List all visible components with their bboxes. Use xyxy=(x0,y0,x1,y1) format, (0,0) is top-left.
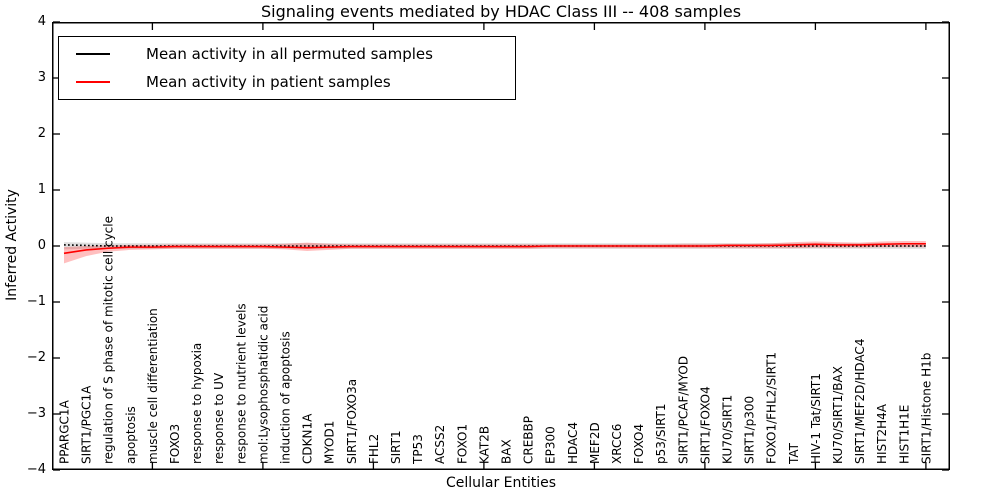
entity-label: FOXO1 xyxy=(455,424,469,464)
entity-label: muscle cell differentiation xyxy=(146,308,160,464)
entity-label: p53/SIRT1 xyxy=(654,403,668,464)
y-tick-label: 0 xyxy=(37,238,46,253)
entity-label: SIRT1/PCAF/MYOD xyxy=(676,356,690,464)
legend-item: Mean activity in all permuted samples xyxy=(59,41,515,67)
entity-label: FOXO1/FHL2/SIRT1 xyxy=(765,352,779,464)
legend-label: Mean activity in patient samples xyxy=(146,73,391,91)
entity-label: KU70/SIRT1 xyxy=(721,395,735,464)
entity-label: CREBBP xyxy=(522,416,536,464)
y-tick-label: −3 xyxy=(26,406,46,421)
entity-label: SIRT1/Histone H1b xyxy=(919,353,933,464)
entity-label: MEF2D xyxy=(588,422,602,464)
entity-label: SIRT1/PGC1A xyxy=(80,385,94,464)
y-tick-label: 2 xyxy=(37,126,46,141)
entity-label: FOXO3 xyxy=(168,424,182,464)
entity-label: HIV-1 Tat/SIRT1 xyxy=(809,373,823,464)
axes-frame xyxy=(52,22,950,470)
entity-label: PPARGC1A xyxy=(58,399,72,464)
entity-label: HDAC4 xyxy=(566,422,580,464)
y-tick-label: 3 xyxy=(37,70,46,85)
entity-label: FOXO4 xyxy=(632,424,646,464)
entity-label: SIRT1/FOXO3a xyxy=(345,379,359,464)
entity-label: HIST2H4A xyxy=(875,403,889,464)
entity-label: mol:Lysophosphatidic acid xyxy=(256,306,270,464)
entity-label: CDKN1A xyxy=(301,413,315,464)
entity-label: KU70/SIRT1/BAX xyxy=(831,366,845,464)
y-tick-label: 1 xyxy=(37,182,46,197)
entity-label: SIRT1 xyxy=(389,430,403,464)
entity-label: response to hypoxia xyxy=(190,343,204,464)
legend-item: Mean activity in patient samples xyxy=(59,69,515,95)
y-tick-label: −1 xyxy=(26,294,46,309)
plot-svg: PPARGC1A SIRT1/PGC1A regulation of S phase… xyxy=(52,21,950,471)
entity-label: apoptosis xyxy=(124,406,138,464)
entity-label: TAT xyxy=(787,442,801,465)
entity-label: response to UV xyxy=(212,372,226,464)
entity-label: SIRT1/FOXO4 xyxy=(698,386,712,464)
entity-label: KAT2B xyxy=(477,426,491,464)
entity-label: regulation of S phase of mitotic cell cy… xyxy=(102,216,116,464)
chart-title: Signaling events mediated by HDAC Class … xyxy=(260,2,742,21)
plot-area: PPARGC1A SIRT1/PGC1A regulation of S phase… xyxy=(52,21,950,471)
y-tick-label: −2 xyxy=(26,350,46,365)
entity-label: SIRT1/MEF2D/HDAC4 xyxy=(853,339,867,464)
entity-label: EP300 xyxy=(544,426,558,464)
entity-label: SIRT1/p300 xyxy=(743,396,757,464)
entity-label: FHL2 xyxy=(367,434,381,464)
entity-label: TP53 xyxy=(411,434,425,465)
y-tick-label: −4 xyxy=(26,462,46,477)
entity-label: response to nutrient levels xyxy=(234,303,248,464)
entity-label: BAX xyxy=(500,439,514,464)
entity-label: ACSS2 xyxy=(433,425,447,464)
entity-label: MYOD1 xyxy=(323,421,337,464)
legend-line-sample xyxy=(76,81,110,83)
patient-mean-line xyxy=(63,242,926,255)
y-tick-label: 4 xyxy=(37,14,46,29)
legend: Mean activity in all permuted samples Mea… xyxy=(58,36,516,100)
x-axis-label: Cellular Entities xyxy=(445,475,557,491)
legend-line-sample xyxy=(76,53,110,55)
legend-label: Mean activity in all permuted samples xyxy=(146,45,433,63)
entity-label: induction of apoptosis xyxy=(279,331,293,464)
entity-label: HIST1H1E xyxy=(897,405,911,464)
entity-label: XRCC6 xyxy=(610,424,624,464)
